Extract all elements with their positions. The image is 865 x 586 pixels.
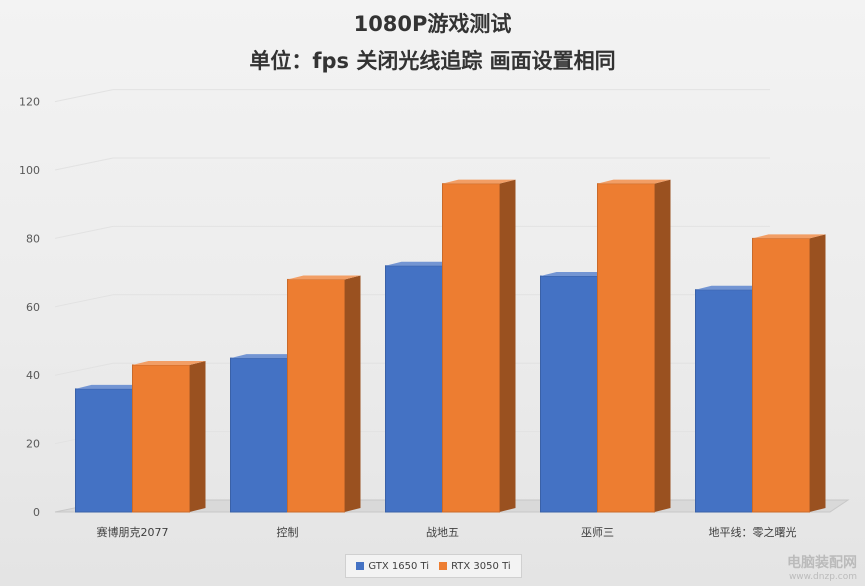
y-tick-label: 20 [26,438,40,451]
legend-item-series-2: RTX 3050 Ti [439,561,511,572]
legend-label-series-2: RTX 3050 Ti [451,560,511,572]
watermark-main: 电脑装配网 [787,555,857,571]
x-category-label: 地平线：零之曙光 [709,525,797,539]
bar [75,388,133,513]
bar-top [597,179,671,184]
bar-top [287,275,361,280]
bar [385,265,443,513]
bar [442,183,500,513]
watermark-sub: www.dnzp.com [788,572,857,582]
bar-top [442,179,516,184]
legend-label-series-1: GTX 1650 Ti [368,560,430,572]
bar-top [385,261,459,266]
legend-item-series-1: GTX 1650 Ti [356,561,429,572]
y-tick-label: 80 [26,232,40,245]
bar-top [132,360,206,365]
bar [287,278,345,513]
x-category-label: 巫师三 [581,526,614,539]
x-category-label: 控制 [277,525,299,539]
gridline-depth [54,294,114,308]
bar [695,289,753,513]
y-tick-label: 60 [26,301,40,314]
bar-side [189,360,206,512]
watermark: 电脑装配网 www.dnzp.com [787,552,857,582]
bar-top [752,234,826,239]
chart-subtitle: 单位：fps 关闭光线追踪 画面设置相同 [249,49,616,73]
bar-side [809,234,826,512]
bar-side [344,275,361,512]
gridline-depth [54,362,114,376]
bar [132,364,190,513]
legend-swatch-series-1 [356,562,365,570]
bar [752,237,810,513]
gridline-depth [54,225,114,239]
bar-side [499,179,516,512]
bar [597,183,655,513]
x-category-label: 战地五 [426,526,459,539]
y-tick-label: 0 [33,506,40,519]
bar-top [695,285,769,290]
x-category-label: 赛博朋克2077 [97,525,169,539]
bar-top [230,354,304,359]
y-tick-label: 40 [26,369,40,382]
bar-top [540,272,614,277]
bar [230,357,288,513]
bar-top [75,384,149,389]
y-tick-label: 120 [19,96,40,109]
legend-swatch-series-2 [439,562,448,570]
gridline-depth [54,157,114,171]
gridline-depth [54,89,114,103]
bar [540,275,598,513]
bar-side [654,179,671,512]
chart-title: 1080P游戏测试 [353,12,512,36]
y-tick-label: 100 [19,164,40,177]
legend: GTX 1650 Ti RTX 3050 Ti [345,554,522,578]
